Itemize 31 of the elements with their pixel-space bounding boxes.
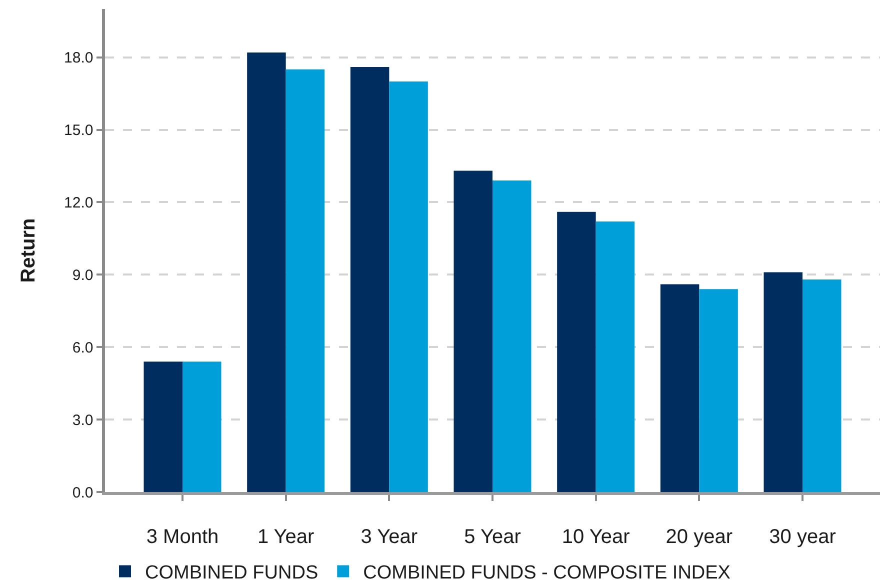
- bar: [660, 284, 700, 492]
- y-tick-label: 15.0: [64, 122, 94, 139]
- y-tick-label: 6.0: [72, 339, 94, 356]
- y-tick-label: 3.0: [72, 412, 94, 429]
- bar: [699, 289, 738, 492]
- legend-label: COMBINED FUNDS - COMPOSITE INDEX: [363, 562, 731, 580]
- y-axis-title: Return: [18, 218, 40, 283]
- bar: [557, 212, 596, 492]
- x-tick-label: 10 Year: [562, 526, 630, 548]
- bar: [286, 69, 325, 492]
- y-tick-label: 0.0: [72, 484, 94, 502]
- x-tick-label: 20 year: [666, 526, 733, 548]
- bar: [454, 170, 492, 492]
- x-tick-label: 3 Month: [146, 526, 219, 548]
- bar: [144, 362, 182, 492]
- bar: [182, 362, 222, 492]
- x-tick-label: 30 year: [769, 526, 836, 548]
- y-tick-label: 9.0: [72, 266, 94, 284]
- y-tick-label: 12.0: [64, 194, 94, 212]
- x-tick-label: 5 Year: [464, 526, 522, 548]
- bar: [596, 222, 635, 492]
- bar: [247, 52, 286, 492]
- bar: [492, 180, 532, 492]
- bar: [389, 81, 428, 492]
- legend-label: COMBINED FUNDS: [145, 562, 318, 580]
- bar: [802, 279, 842, 492]
- bar: [350, 66, 390, 492]
- y-tick-label: 18.0: [64, 50, 94, 67]
- x-tick-label: 1 Year: [257, 526, 315, 548]
- x-tick-label: 3 Year: [360, 526, 418, 548]
- bar: [764, 272, 802, 492]
